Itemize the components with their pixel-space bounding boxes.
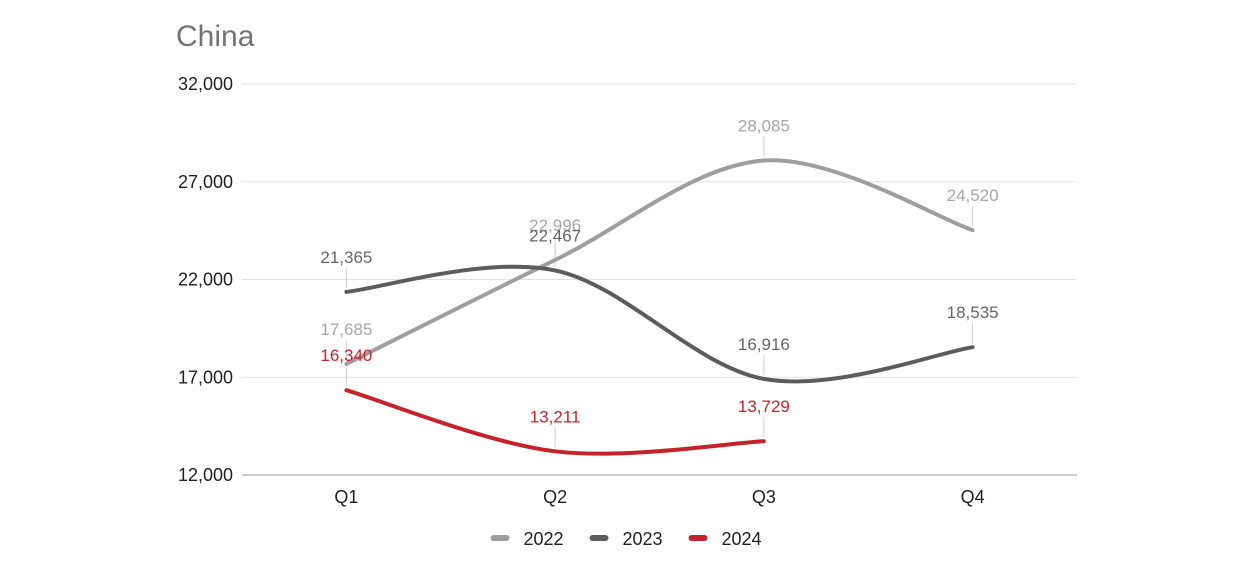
series-line-2023 — [344, 264, 975, 384]
series-line-2022 — [344, 158, 975, 366]
data-label-connectors — [345, 136, 974, 448]
x-axis-tick-label: Q1 — [334, 487, 358, 507]
data-label-2023: 22,467 — [529, 226, 581, 245]
data-label-2024: 13,729 — [738, 397, 790, 416]
x-axis-tick-label: Q3 — [752, 487, 776, 507]
x-axis-tick-label: Q2 — [543, 487, 567, 507]
x-axis-tick-label: Q4 — [961, 487, 985, 507]
legend-label-2023: 2023 — [623, 529, 663, 549]
data-label-2022: 17,685 — [320, 320, 372, 339]
x-axis-tick-labels: Q1 Q2 Q3 Q4 — [334, 487, 984, 507]
y-axis-tick-label: 22,000 — [178, 270, 233, 290]
data-label-2022: 28,085 — [738, 117, 790, 136]
y-axis-tick-label: 12,000 — [178, 465, 233, 485]
data-label-2023: 18,535 — [947, 303, 999, 322]
data-label-2022: 22,996 — [529, 216, 581, 235]
series-lines — [344, 158, 975, 456]
y-axis-tick-labels: 32,000 27,000 22,000 17,000 12,000 — [178, 74, 233, 485]
legend-item-2023[interactable]: 2023 — [589, 529, 663, 549]
legend-swatch-2024 — [688, 535, 708, 541]
data-label-2022: 24,520 — [947, 186, 999, 205]
legend-swatch-2023 — [589, 535, 609, 541]
data-label-2024: 13,211 — [530, 407, 581, 426]
series-line-2024 — [344, 388, 766, 456]
data-label-2023: 16,916 — [738, 335, 790, 354]
y-axis-tick-label: 32,000 — [178, 74, 233, 94]
y-axis-tick-label: 27,000 — [178, 172, 233, 192]
legend-item-2022[interactable]: 2022 — [490, 529, 564, 549]
legend-label-2024: 2024 — [722, 529, 762, 549]
gridlines — [242, 83, 1077, 476]
data-label-2023: 21,365 — [320, 248, 372, 267]
legend-label-2022: 2022 — [524, 529, 564, 549]
chart-title: China — [176, 20, 255, 53]
legend: 2022 2023 2024 — [490, 529, 762, 549]
legend-swatch-2022 — [490, 535, 510, 541]
legend-item-2024[interactable]: 2024 — [688, 529, 762, 549]
y-axis-tick-label: 17,000 — [178, 367, 233, 387]
data-labels: 17,685 22,996 28,085 24,520 21,365 22,467 16,9… — [320, 117, 998, 427]
data-label-2024: 16,340 — [320, 346, 372, 365]
